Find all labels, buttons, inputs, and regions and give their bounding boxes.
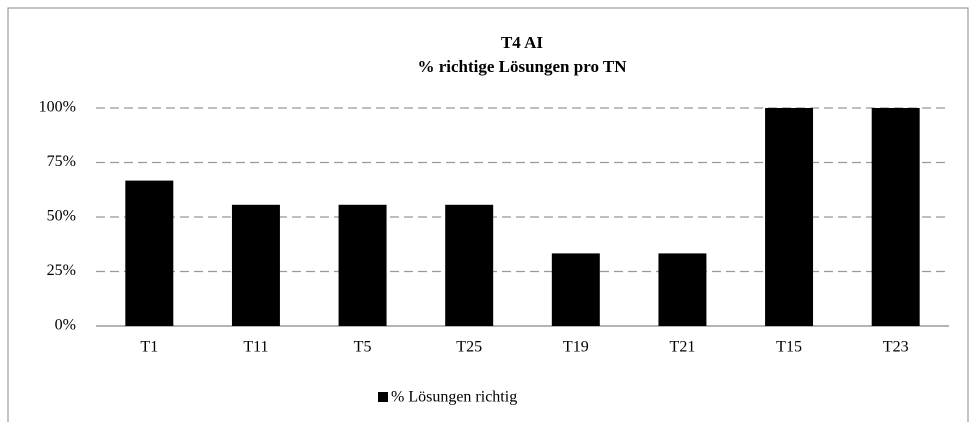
y-tick-label: 0%: [55, 317, 76, 334]
bar: [445, 204, 494, 326]
bar: [231, 204, 280, 326]
bar: [765, 108, 814, 326]
x-tick-label: T1: [140, 339, 158, 356]
x-tick-label: T21: [670, 339, 696, 356]
bar: [871, 108, 920, 326]
bar: [658, 253, 707, 326]
y-tick-label: 100%: [39, 99, 76, 116]
x-tick-label: T19: [563, 339, 589, 356]
y-tick-label: 25%: [47, 262, 76, 279]
x-tick-label: T25: [456, 339, 482, 356]
x-tick-label: T5: [354, 339, 372, 356]
legend-swatch: [378, 392, 388, 402]
x-tick-label: T23: [883, 339, 909, 356]
x-tick-label: T15: [776, 339, 802, 356]
bar: [125, 180, 174, 326]
x-tick-label: T11: [243, 339, 268, 356]
bar: [551, 253, 600, 326]
chart-frame: [7, 7, 969, 422]
y-tick-label: 50%: [47, 208, 76, 225]
chart-title: T4 AI: [501, 33, 543, 52]
legend-label: % Lösungen richtig: [391, 389, 517, 406]
bar: [338, 204, 387, 326]
chart-subtitle: % richtige Lösungen pro TN: [417, 57, 627, 76]
y-tick-label: 75%: [47, 153, 76, 170]
